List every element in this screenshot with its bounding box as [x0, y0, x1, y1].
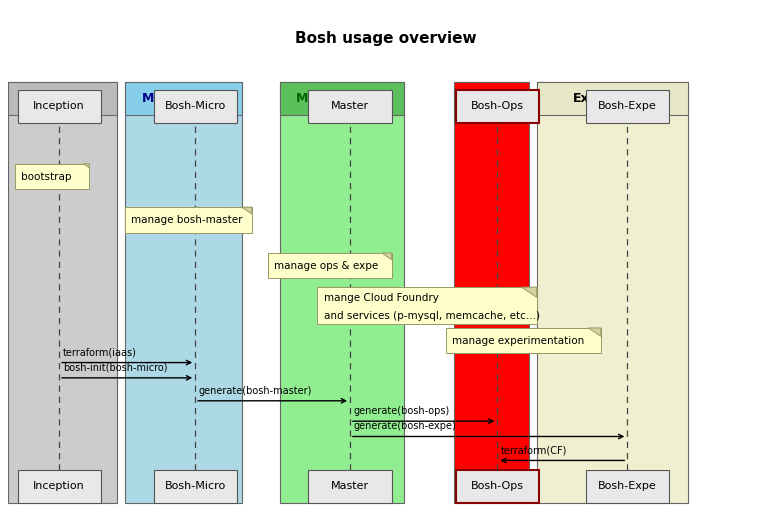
- Text: Inception: Inception: [33, 481, 85, 491]
- Text: manage bosh-master: manage bosh-master: [131, 215, 242, 225]
- Text: terraform(iaas): terraform(iaas): [63, 347, 136, 357]
- Text: and services (p-mysql, memcache, etc...): and services (p-mysql, memcache, etc...): [324, 312, 540, 321]
- Text: Expe-Depls: Expe-Depls: [573, 92, 651, 105]
- Bar: [456, 469, 539, 503]
- Bar: [308, 469, 392, 503]
- Bar: [153, 90, 237, 123]
- Text: Bosh-Ops: Bosh-Ops: [471, 481, 524, 491]
- Bar: [537, 82, 688, 503]
- Bar: [125, 82, 242, 503]
- Text: Bosh-Expe: Bosh-Expe: [598, 101, 657, 112]
- Text: generate(bosh-master): generate(bosh-master): [199, 386, 312, 396]
- Bar: [18, 90, 101, 123]
- Bar: [586, 469, 668, 503]
- Bar: [280, 82, 404, 115]
- Bar: [308, 90, 392, 123]
- Polygon shape: [588, 328, 601, 336]
- Text: Bosh-Micro: Bosh-Micro: [164, 101, 226, 112]
- Text: terraform(CF): terraform(CF): [501, 446, 567, 456]
- Text: Inception: Inception: [33, 101, 85, 112]
- Text: Bosh usage overview: Bosh usage overview: [295, 31, 476, 46]
- Bar: [18, 469, 101, 503]
- Text: mange Cloud Foundry: mange Cloud Foundry: [324, 293, 439, 303]
- Text: generate(bosh-ops): generate(bosh-ops): [354, 406, 450, 416]
- Bar: [586, 90, 668, 123]
- Text: Master-Depls: Master-Depls: [295, 92, 389, 105]
- Bar: [456, 90, 539, 123]
- Bar: [15, 164, 89, 189]
- Bar: [280, 82, 404, 503]
- Text: Bosh-Micro: Bosh-Micro: [164, 481, 226, 491]
- Text: bosh-init(bosh-micro): bosh-init(bosh-micro): [63, 363, 167, 373]
- Text: Bosh-Expe: Bosh-Expe: [598, 481, 657, 491]
- Bar: [318, 287, 537, 324]
- Text: manage experimentation: manage experimentation: [452, 336, 584, 346]
- Polygon shape: [521, 287, 537, 297]
- Polygon shape: [241, 207, 252, 214]
- Text: manage ops & expe: manage ops & expe: [274, 261, 379, 271]
- Text: Master: Master: [331, 481, 369, 491]
- Text: Inception: Inception: [30, 92, 96, 105]
- Text: Master: Master: [331, 101, 369, 112]
- Bar: [453, 82, 529, 503]
- Text: Micro-Depls: Micro-Depls: [142, 92, 225, 105]
- Bar: [268, 253, 392, 278]
- Bar: [8, 82, 117, 503]
- Polygon shape: [83, 164, 89, 168]
- Bar: [8, 82, 117, 115]
- Text: Bosh-Ops: Bosh-Ops: [471, 101, 524, 112]
- Text: Ops-Depls: Ops-Depls: [456, 92, 527, 105]
- Polygon shape: [382, 253, 392, 260]
- Text: bootstrap: bootstrap: [22, 172, 72, 182]
- Text: generate(bosh-expe): generate(bosh-expe): [354, 422, 456, 431]
- Bar: [125, 207, 252, 233]
- Bar: [125, 82, 242, 115]
- Bar: [446, 328, 601, 354]
- Bar: [153, 469, 237, 503]
- Bar: [537, 82, 688, 115]
- Bar: [453, 82, 529, 115]
